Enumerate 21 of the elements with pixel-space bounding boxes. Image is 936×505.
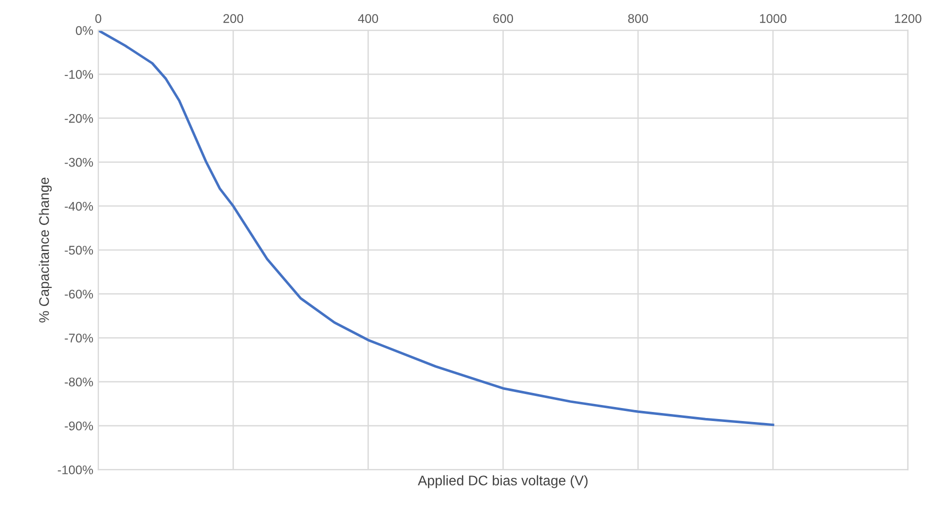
- x-tick-label: 800: [628, 14, 648, 23]
- y-tick-label: -10%: [64, 70, 93, 79]
- x-axis-title: Applied DC bias voltage (V): [418, 475, 588, 488]
- y-tick-label: -100%: [58, 465, 93, 474]
- line-series: [98, 30, 774, 426]
- y-tick-label: -40%: [64, 202, 93, 211]
- y-tick-label: -90%: [64, 422, 93, 430]
- x-tick-label: 400: [358, 14, 378, 23]
- y-tick-label: -70%: [64, 334, 93, 342]
- x-tick-label: 600: [493, 14, 514, 23]
- x-tick-label: 1000: [760, 14, 786, 23]
- y-tick-label: -30%: [64, 158, 93, 167]
- y-axis-title: % Capacitance Change: [38, 178, 52, 322]
- y-tick-label: 0%: [76, 26, 93, 35]
- x-tick-label: 0: [95, 14, 102, 23]
- y-tick-label: -50%: [64, 246, 93, 255]
- y-tick-label: -60%: [64, 290, 93, 299]
- x-tick-label: 200: [223, 14, 244, 23]
- y-tick-label: -20%: [64, 114, 93, 123]
- y-tick-label: -80%: [64, 378, 93, 386]
- x-tick-label: 1200: [894, 14, 922, 23]
